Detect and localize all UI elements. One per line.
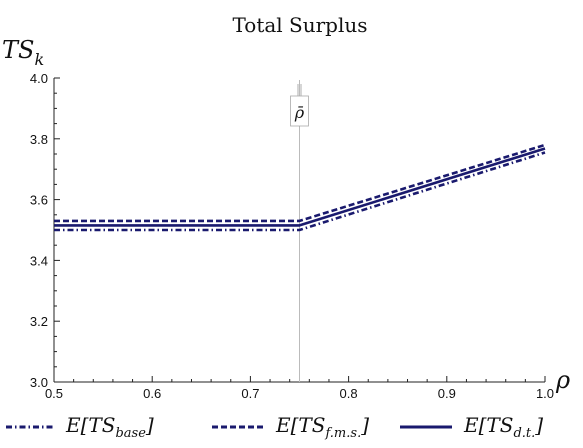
x-axis-label: ρ [555, 366, 570, 394]
legend: E[TSbase] E[TSf.m.s.] E[TSd.t.] [6, 413, 543, 441]
legend-label-dashdot: E[TSbase] [65, 413, 154, 441]
y-tick-label: 3.8 [30, 132, 48, 147]
chart-title: Total Surplus [232, 13, 367, 37]
x-tick-label: 0.6 [143, 386, 161, 401]
axes: 0.5 0.6 0.7 0.8 0.9 1.0 3.0 3.2 3.4 3.6 3.8 4.0 [30, 71, 554, 401]
x-tick-label: 1.0 [536, 386, 554, 401]
y-tick-label: 4.0 [30, 71, 48, 86]
y-tick-label: 3.0 [30, 375, 48, 390]
series-line-solid [54, 147, 546, 227]
series-line-dashdot [54, 151, 546, 232]
y-tick-label: 3.6 [30, 193, 48, 208]
legend-label-dashed: E[TSf.m.s.] [275, 413, 369, 441]
y-tick-label: 3.4 [30, 253, 48, 268]
guide-label-box [290, 95, 309, 127]
x-tick-label: 0.9 [438, 386, 456, 401]
legend-label-solid: E[TSd.t.] [463, 413, 543, 441]
x-tick-label: 0.5 [45, 386, 63, 401]
y-tick-label: 3.2 [30, 314, 48, 329]
series-line-dashed [54, 143, 546, 223]
x-tick-label: 0.8 [340, 386, 358, 401]
series-lines [54, 143, 546, 232]
x-tick-label: 0.7 [241, 386, 259, 401]
guide-label: ρ̄ [294, 103, 305, 122]
y-axis-label: TSk [2, 36, 44, 69]
